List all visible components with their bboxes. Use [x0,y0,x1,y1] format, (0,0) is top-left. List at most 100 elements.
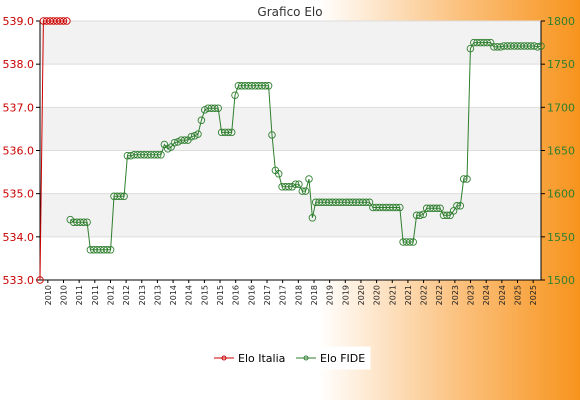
data-point-elo-fide [274,170,283,178]
x-tick-label: 2020 [373,285,382,305]
left-tick-label: 534.0 [3,231,35,244]
data-point-elo-fide [365,198,374,207]
legend-marker-elo-fide [303,355,309,361]
x-tick-label: 2018 [310,285,319,305]
data-point-elo-fide [227,128,236,137]
x-tick-label: 2025 [514,285,523,305]
x-tick-label: 2014 [169,285,178,305]
data-point-elo-fide [79,218,88,226]
x-tick-label: 2013 [138,285,147,305]
x-tick-label: 2017 [279,285,288,305]
data-point-elo-fide [194,130,202,138]
data-point-elo-fide [453,202,461,210]
data-point-elo-fide [295,180,303,188]
x-tick-label: 2011 [91,285,100,305]
data-point-elo-fide [120,192,128,201]
data-point-elo-fide [305,175,313,183]
data-point-elo-fide [537,42,545,50]
right-tick-label: 1500 [547,274,575,287]
x-tick-label: 2022 [420,285,429,305]
data-point-elo-fide [419,210,428,219]
plot-band [40,193,541,237]
x-tick-label: 2015 [216,285,225,305]
x-tick-label: 2019 [341,285,350,305]
data-point-elo-fide [459,175,468,183]
data-point-elo-fide [224,128,233,137]
left-tick-label: 535.0 [3,188,35,201]
x-tick-label: 2021 [404,285,413,305]
x-tick-label: 2012 [122,285,131,305]
data-point-elo-fide [362,198,370,207]
data-point-elo-italia [36,276,44,284]
left-tick-label: 533.0 [3,274,35,287]
data-point-elo-fide [466,44,475,53]
legend: Elo Italia Elo FIDE [209,346,371,370]
data-point-elo-fide [392,203,401,212]
x-tick-label: 2016 [232,285,241,305]
data-point-elo-fide [463,175,471,183]
left-tick-label: 536.0 [3,145,35,158]
data-point-elo-fide [116,192,125,201]
data-point-elo-fide [285,183,293,191]
x-tick-label: 2012 [106,285,115,305]
data-point-elo-fide [268,131,276,139]
x-tick-label: 2017 [263,285,272,305]
data-point-elo-fide [291,180,300,188]
data-point-elo-fide [157,151,165,159]
data-point-elo-fide [409,238,417,246]
x-tick-label: 2023 [451,285,460,305]
x-tick-label: 2013 [153,285,162,305]
right-tick-label: 1600 [547,188,575,201]
x-tick-label: 2014 [185,285,194,305]
data-point-elo-fide [261,82,270,90]
data-point-elo-fide [103,246,111,254]
right-tick-label: 1750 [547,58,575,71]
data-point-elo-fide [214,104,222,112]
x-tick-label: 2022 [435,285,444,305]
data-point-elo-italia [63,17,71,25]
data-point-elo-fide [433,204,441,213]
right-tick-label: 1800 [547,15,575,28]
data-point-elo-fide [187,132,196,141]
x-tick-label: 2018 [294,285,303,305]
x-tick-label: 2015 [200,285,209,305]
x-tick-label: 2010 [44,285,53,305]
legend-item-elo-italia[interactable]: Elo Italia [214,352,285,365]
x-tick-label: 2025 [529,285,538,305]
data-point-elo-fide [231,91,239,99]
x-tick-label: 2011 [75,285,84,305]
legend-label-elo-italia: Elo Italia [238,352,285,365]
x-tick-label: 2024 [482,285,491,305]
data-point-elo-fide [449,207,458,215]
legend-item-elo-fide[interactable]: Elo FIDE [296,352,365,365]
data-point-elo-fide [298,187,307,195]
data-point-elo-fide [106,246,115,254]
right-tick-label: 1650 [547,145,575,158]
data-point-elo-fide [533,43,542,51]
right-tick-label: 1700 [547,101,575,114]
left-tick-label: 537.0 [3,101,35,114]
data-point-elo-fide [406,238,414,246]
data-point-elo-fide [308,214,317,222]
plot-band [40,21,541,65]
x-tick-label: 2024 [498,285,507,305]
data-point-elo-fide [211,104,219,112]
data-point-elo-fide [456,202,465,210]
data-point-elo-fide [416,211,424,220]
legend-marker-elo-italia [221,355,227,361]
x-tick-label: 2010 [59,285,68,305]
data-point-elo-fide [396,203,404,212]
x-tick-label: 2020 [357,285,366,305]
data-point-elo-fide [483,38,491,47]
data-point-elo-fide [301,187,310,195]
data-point-elo-italia [59,17,68,25]
plot-band [40,107,541,151]
x-tick-label: 2023 [467,285,476,305]
chart-title: Grafico Elo [257,5,322,19]
data-point-elo-fide [436,204,444,213]
left-tick-label: 538.0 [3,58,35,71]
left-tick-label: 539.0 [3,15,35,28]
data-point-elo-fide [83,218,91,226]
